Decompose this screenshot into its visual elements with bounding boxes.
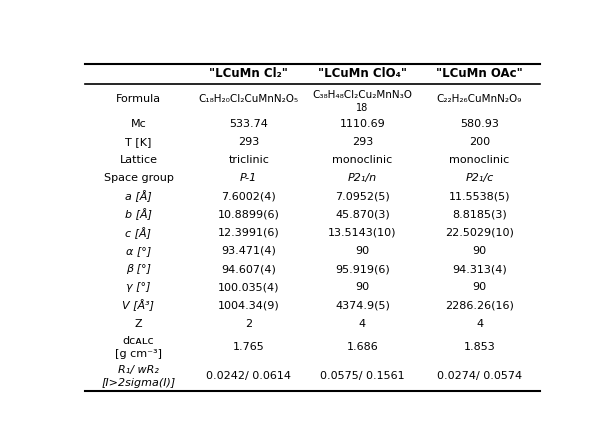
Text: 2: 2 [245,319,252,329]
Text: 0.0274/ 0.0574: 0.0274/ 0.0574 [437,372,522,381]
Text: V [Å³]: V [Å³] [122,299,154,312]
Text: C₁₈H₂₀Cl₂CuMnN₂O₅: C₁₈H₂₀Cl₂CuMnN₂O₅ [198,94,299,104]
Text: 580.93: 580.93 [460,119,499,129]
Text: Mᴄ: Mᴄ [131,119,146,129]
Text: 4: 4 [359,319,366,329]
Text: 0.0242/ 0.0614: 0.0242/ 0.0614 [206,372,291,381]
Text: 533.74: 533.74 [229,119,268,129]
Text: R₁/ wR₂: R₁/ wR₂ [118,365,159,375]
Text: 1110.69: 1110.69 [339,119,385,129]
Text: 13.5143(10): 13.5143(10) [328,228,397,238]
Text: 45.870(3): 45.870(3) [335,210,390,219]
Text: 2286.26(16): 2286.26(16) [445,300,514,311]
Text: γ [°]: γ [°] [126,282,151,292]
Text: P2₁/c: P2₁/c [465,173,494,183]
Text: T [K]: T [K] [125,137,152,147]
Text: [I>2sigma(I)]: [I>2sigma(I)] [101,378,175,388]
Text: 90: 90 [355,282,370,292]
Text: 1004.34(9): 1004.34(9) [218,300,280,311]
Text: dᴄᴀʟᴄ: dᴄᴀʟᴄ [123,336,154,346]
Text: triclinic: triclinic [228,155,269,165]
Text: 293: 293 [238,137,260,147]
Text: 7.6002(4): 7.6002(4) [221,191,276,202]
Text: c [Å]: c [Å] [125,227,151,239]
Text: α [°]: α [°] [126,246,151,256]
Text: 8.8185(3): 8.8185(3) [452,210,507,219]
Text: Space group: Space group [103,173,174,183]
Text: Formula: Formula [116,94,161,104]
Text: 1.765: 1.765 [233,342,264,352]
Text: "LCuMn ClO₄": "LCuMn ClO₄" [318,67,407,80]
Text: "LCuMn OAc": "LCuMn OAc" [436,67,523,80]
Text: 93.471(4): 93.471(4) [221,246,276,256]
Text: monoclinic: monoclinic [450,155,509,165]
Text: [g cm⁻³]: [g cm⁻³] [115,349,162,359]
Text: "LCuMn Cl₂": "LCuMn Cl₂" [209,67,288,80]
Text: b [Å]: b [Å] [125,209,152,220]
Text: a [Å]: a [Å] [125,190,152,202]
Text: 11.5538(5): 11.5538(5) [449,191,510,202]
Text: 95.919(6): 95.919(6) [335,264,390,274]
Text: 90: 90 [473,282,486,292]
Text: 90: 90 [355,246,370,256]
Text: 100.035(4): 100.035(4) [218,282,280,292]
Text: 1.686: 1.686 [347,342,378,352]
Text: 18: 18 [356,103,368,113]
Text: 22.5029(10): 22.5029(10) [445,228,514,238]
Text: 7.0952(5): 7.0952(5) [335,191,390,202]
Text: P2₁/n: P2₁/n [348,173,377,183]
Text: 200: 200 [469,137,490,147]
Text: C₃₈H₄₈Cl₂Cu₂MnN₃O: C₃₈H₄₈Cl₂Cu₂MnN₃O [312,90,413,101]
Text: 4: 4 [476,319,483,329]
Text: β [°]: β [°] [126,264,151,274]
Text: 12.3991(6): 12.3991(6) [218,228,280,238]
Text: 293: 293 [352,137,373,147]
Text: 10.8899(6): 10.8899(6) [218,210,280,219]
Text: C₂₂H₂₆CuMnN₂O₉: C₂₂H₂₆CuMnN₂O₉ [437,94,522,104]
Text: 0.0575/ 0.1561: 0.0575/ 0.1561 [320,372,405,381]
Text: Z: Z [135,319,142,329]
Text: 94.313(4): 94.313(4) [452,264,507,274]
Text: 1.853: 1.853 [463,342,495,352]
Text: Lattice: Lattice [119,155,157,165]
Text: 94.607(4): 94.607(4) [221,264,276,274]
Text: P-1: P-1 [240,173,257,183]
Text: 4374.9(5): 4374.9(5) [335,300,390,311]
Text: monoclinic: monoclinic [332,155,393,165]
Text: 90: 90 [473,246,486,256]
